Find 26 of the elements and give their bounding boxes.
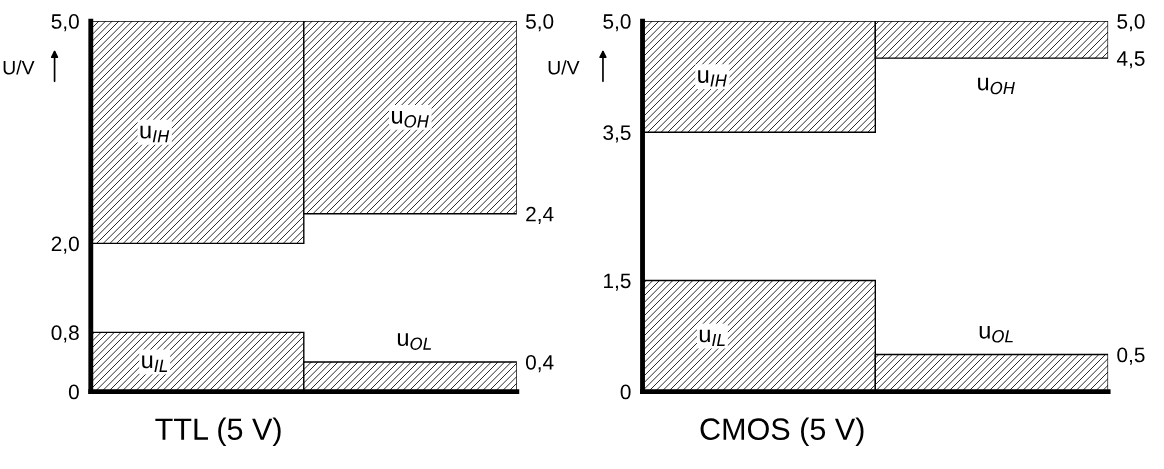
series-label: u$_{IH}$ bbox=[140, 125, 170, 143]
y2-tick-label: 2,4 bbox=[526, 206, 554, 224]
y2-tick-label: 5,0 bbox=[1117, 14, 1145, 32]
series-label: u$_{OH}$ bbox=[392, 111, 429, 128]
y2-tick-label: 5,0 bbox=[525, 14, 554, 32]
y-tick-label: 5,0 bbox=[51, 14, 79, 32]
text: CMOS (5 V) bbox=[700, 417, 864, 447]
y2-tick-label: 0,4 bbox=[525, 354, 554, 373]
y-tick-label: 0,8 bbox=[51, 325, 79, 343]
series-label: u$_{OH}$ bbox=[978, 77, 1015, 95]
series-label: u$_{IL}$ bbox=[699, 329, 725, 346]
y-tick-label: 5,0 bbox=[603, 14, 631, 32]
series-label: u$_{IH}$ bbox=[698, 70, 727, 87]
y-axis-title: U/V bbox=[548, 60, 580, 75]
y2-tick-label: 0,5 bbox=[1117, 347, 1145, 365]
y-tick-label: 2,0 bbox=[51, 236, 79, 254]
series-label: u$_{OL}$ bbox=[397, 333, 431, 350]
series-label: u$_{IL}$ bbox=[142, 355, 168, 372]
y-tick-label: 3,5 bbox=[603, 125, 631, 143]
y-tick-label: 0 bbox=[620, 384, 631, 400]
y2-tick-label: 4,5 bbox=[1116, 51, 1145, 69]
y-tick-label: 0 bbox=[68, 384, 79, 400]
series-label: u$_{OL}$ bbox=[979, 325, 1013, 343]
y-tick-label: 1,5 bbox=[604, 273, 631, 291]
y-axis-title: U/V bbox=[3, 60, 35, 75]
text: TTL (5 V) bbox=[155, 417, 281, 447]
